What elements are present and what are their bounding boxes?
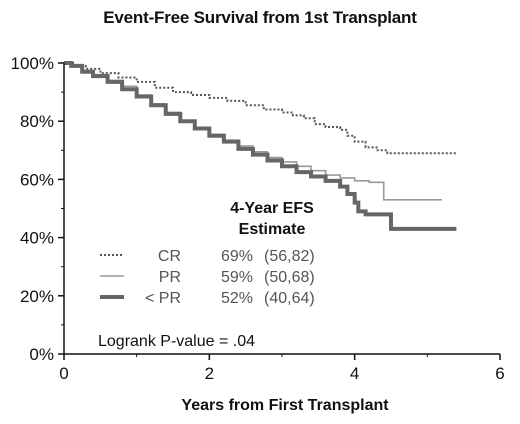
legend: 4-Year EFS Estimate CR 69% (56,82) PR 59% (50…: [100, 200, 315, 307]
y-tick-label: 60%: [20, 170, 54, 189]
x-tick-label: 4: [350, 364, 359, 383]
axes: 0% 20% 40% 60% 80% 100% 0 2 4 6: [11, 54, 505, 383]
y-tick-label: 20%: [20, 287, 54, 306]
y-tick-label: 0%: [29, 345, 54, 364]
x-tick-label: 2: [205, 364, 214, 383]
legend-name-0: CR: [158, 248, 181, 265]
legend-ci-2: (40,64): [264, 290, 315, 307]
y-tick-label: 80%: [20, 112, 54, 131]
legend-header-line1: 4-Year EFS: [230, 200, 314, 217]
y-tick-label: 100%: [11, 54, 54, 73]
x-tick-label: 0: [59, 364, 68, 383]
legend-header-line2: Estimate: [239, 221, 306, 238]
chart-title: Event-Free Survival from 1st Transplant: [103, 8, 417, 27]
plot-lines: [64, 61, 457, 231]
y-tick-label: 40%: [20, 229, 54, 248]
legend-estimate-0: 69%: [221, 248, 253, 265]
x-axis-label: Years from First Transplant: [181, 397, 389, 414]
series-line-2: [64, 61, 457, 231]
legend-estimate-2: 52%: [221, 290, 253, 307]
legend-name-1: PR: [159, 269, 181, 286]
legend-name-2: < PR: [145, 290, 181, 307]
legend-ci-1: (50,68): [264, 269, 315, 286]
series-line-0: [64, 62, 457, 155]
legend-estimate-1: 59%: [221, 269, 253, 286]
x-tick-label: 6: [495, 364, 504, 383]
logrank-annotation: Logrank P-value = .04: [98, 333, 255, 350]
legend-ci-0: (56,82): [264, 248, 315, 265]
